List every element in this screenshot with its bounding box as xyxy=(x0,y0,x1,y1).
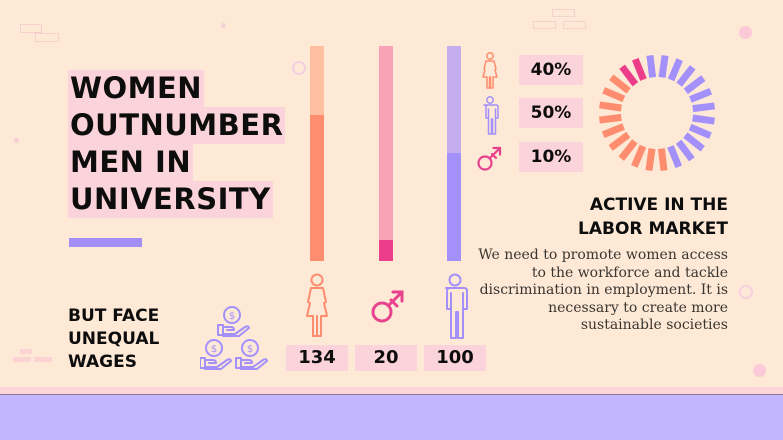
transgender-symbol-icon xyxy=(476,145,504,177)
donut-segment xyxy=(683,132,705,152)
donut-segment xyxy=(608,131,631,151)
donut-segment xyxy=(667,145,682,169)
decorative-rect xyxy=(20,24,42,33)
svg-text:$: $ xyxy=(229,311,235,322)
donut-segment xyxy=(601,123,625,138)
donut-segment xyxy=(599,101,622,112)
subtitle: BUT FACE UNEQUAL WAGES xyxy=(68,305,159,374)
decorative-dot xyxy=(739,26,752,39)
footer-band xyxy=(0,395,783,440)
bar-men-fill xyxy=(447,153,461,261)
donut-segment xyxy=(618,139,638,161)
percent-women: 40% xyxy=(519,55,583,85)
donut-segment xyxy=(632,57,647,81)
donut-segment xyxy=(689,88,713,103)
transgender-symbol-icon xyxy=(369,288,407,330)
bar-women xyxy=(310,46,324,261)
count-women: 134 xyxy=(286,345,348,371)
donut-segment xyxy=(658,55,669,78)
donut-segment xyxy=(675,139,695,162)
money-hands-icon: $ $ $ xyxy=(199,305,270,373)
percent-men: 50% xyxy=(519,98,583,128)
count-men: 100 xyxy=(424,345,486,371)
male-figure-icon xyxy=(481,96,499,140)
footer-pink-strip xyxy=(0,387,783,394)
decorative-rect xyxy=(533,21,556,29)
decorative-bricks xyxy=(20,349,32,354)
title-line: UNIVERSITY xyxy=(68,181,273,218)
decorative-rect xyxy=(35,33,59,42)
bar-women-fill xyxy=(310,115,324,261)
donut-segment xyxy=(692,114,715,125)
decorative-ring xyxy=(292,61,306,75)
decorative-dot xyxy=(753,364,766,377)
donut-segment xyxy=(646,55,657,78)
labor-heading-line: LABOR MARKET xyxy=(578,219,728,239)
decorative-dot xyxy=(14,138,19,143)
donut-segment xyxy=(602,87,626,103)
donut-segment xyxy=(609,74,631,94)
title-line: MEN IN xyxy=(68,144,194,181)
labor-paragraph: We need to promote women access to the w… xyxy=(478,247,728,333)
svg-text:$: $ xyxy=(211,344,217,355)
footer-divider xyxy=(0,394,783,395)
labor-heading: ACTIVE IN THE LABOR MARKET xyxy=(578,193,728,241)
donut-segment xyxy=(619,64,639,87)
donut-segment xyxy=(676,65,696,87)
accent-divider xyxy=(69,238,142,247)
decorative-ring xyxy=(739,285,753,299)
bar-transgender xyxy=(379,46,393,261)
labor-donut-chart xyxy=(598,54,716,172)
decorative-bricks xyxy=(34,357,52,362)
title-line: WOMEN xyxy=(68,70,205,107)
donut-segment xyxy=(645,148,656,171)
donut-segment xyxy=(688,123,712,139)
donut-segment xyxy=(599,113,622,124)
female-figure-icon xyxy=(302,273,332,343)
donut-segment xyxy=(683,75,706,95)
subtitle-line: BUT FACE xyxy=(68,306,160,326)
female-figure-icon xyxy=(481,52,499,94)
bar-men xyxy=(447,46,461,261)
decorative-rect xyxy=(563,21,586,29)
decorative-rect xyxy=(552,9,575,17)
decorative-bricks xyxy=(13,357,31,362)
svg-text:$: $ xyxy=(247,344,253,355)
donut-segment xyxy=(667,58,683,82)
page-title: WOMEN OUTNUMBER MEN IN UNIVERSITY xyxy=(68,70,286,218)
percent-transgender: 10% xyxy=(519,142,583,172)
donut-segment xyxy=(692,102,715,113)
subtitle-line: WAGES xyxy=(68,352,137,372)
donut-segment xyxy=(657,148,668,171)
male-figure-icon xyxy=(441,273,469,345)
count-transgender: 20 xyxy=(355,345,417,371)
donut-segment xyxy=(631,144,647,168)
subtitle-line: UNEQUAL xyxy=(68,329,160,349)
bar-transgender-fill xyxy=(379,240,393,261)
labor-heading-line: ACTIVE IN THE xyxy=(589,195,728,215)
decorative-dot xyxy=(221,23,226,28)
title-line: OUTNUMBER xyxy=(68,107,286,144)
